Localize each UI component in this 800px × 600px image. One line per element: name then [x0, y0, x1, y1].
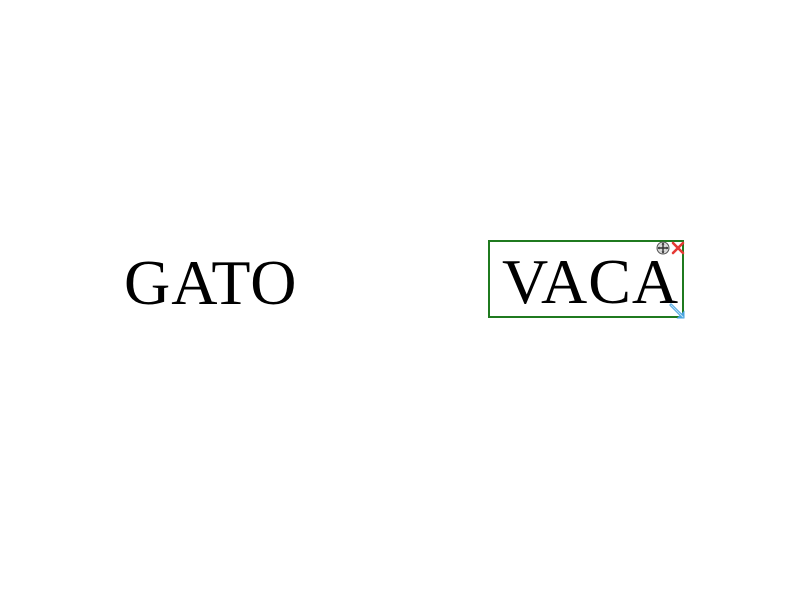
resize-arrow-icon[interactable]	[668, 302, 688, 322]
move-icon[interactable]	[656, 241, 670, 255]
word-gato[interactable]: GATO	[124, 247, 298, 318]
selection-box[interactable]	[488, 240, 684, 318]
close-icon[interactable]	[670, 240, 686, 256]
word-vaca[interactable]: VACA	[502, 246, 680, 317]
